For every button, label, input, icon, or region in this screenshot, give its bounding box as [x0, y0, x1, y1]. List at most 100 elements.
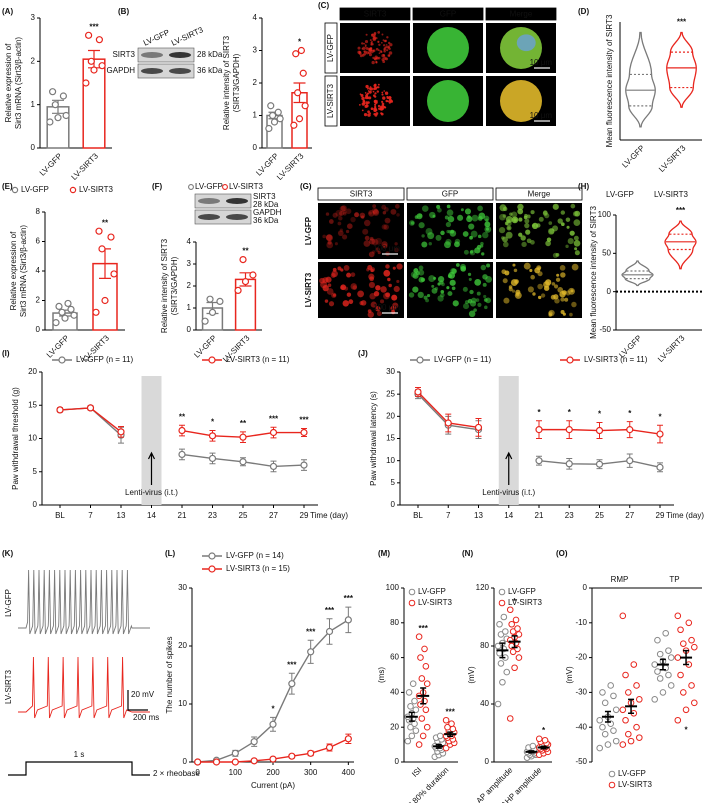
- tissue-cell: [412, 286, 419, 293]
- tissue-cell: [542, 210, 548, 215]
- tissue-cell: [350, 216, 356, 223]
- x-tick-label: 29: [300, 511, 309, 520]
- tissue-cell: [446, 204, 451, 209]
- speckle: [383, 47, 387, 50]
- tissue-cell: [437, 295, 444, 302]
- arrow: [147, 451, 156, 485]
- tissue-cell: [339, 228, 343, 232]
- data-point: [212, 758, 221, 766]
- tissue-cell: [428, 242, 432, 246]
- data-point: [54, 114, 62, 122]
- blot-band: [226, 214, 248, 220]
- tissue-cell: [556, 273, 560, 277]
- tissue-cell: [325, 234, 333, 241]
- data-point: [117, 428, 125, 436]
- speckle: [380, 51, 383, 53]
- data-point: [599, 723, 606, 731]
- tissue-cell: [382, 210, 387, 215]
- speckle: [385, 99, 388, 103]
- band-size: 36 kDa: [253, 216, 279, 225]
- speckle: [361, 109, 364, 112]
- speckle: [362, 99, 366, 103]
- speckle: [381, 93, 384, 96]
- data-point: [651, 661, 659, 668]
- row-label: LV-SIRT3: [304, 272, 313, 307]
- y-tick-label: -50: [599, 325, 611, 334]
- data-point: [208, 432, 217, 440]
- data-point: [95, 36, 104, 44]
- speckle: [381, 41, 383, 44]
- tissue-cell: [560, 272, 566, 278]
- tissue-cell: [573, 219, 581, 226]
- speckle: [369, 39, 372, 42]
- speckle: [378, 52, 381, 54]
- data-point: [59, 92, 68, 100]
- tissue-cell: [380, 286, 387, 293]
- significance: ***: [445, 707, 455, 716]
- scale-bar-label: 10 μm: [530, 111, 553, 120]
- data-point: [408, 732, 416, 740]
- speckle: [358, 51, 362, 55]
- tissue-cell: [503, 297, 510, 304]
- significance: *: [684, 725, 688, 734]
- tissue-cell: [504, 270, 510, 276]
- column-header: [485, 7, 557, 21]
- tissue-cell: [360, 215, 365, 219]
- tissue-cell: [470, 230, 478, 238]
- data-point: [344, 735, 352, 743]
- significance: **: [179, 412, 186, 421]
- column-header: [495, 187, 583, 201]
- tissue-cell: [469, 235, 473, 240]
- tissue-cell: [441, 282, 445, 287]
- legend-marker: [498, 588, 506, 596]
- data-point: [612, 706, 620, 714]
- data-point: [216, 297, 224, 305]
- column-header: [412, 7, 484, 21]
- speckle: [373, 84, 377, 88]
- legend-marker: [69, 186, 77, 194]
- data-point: [596, 744, 604, 752]
- y-axis-label: Relative intensity of SIRT3: [160, 238, 169, 333]
- tissue-cell: [425, 298, 429, 303]
- x-tick-label: 13: [474, 511, 483, 520]
- tissue-cell: [423, 295, 428, 300]
- tissue-cell: [436, 204, 441, 209]
- band-name: SIRT3: [112, 50, 135, 59]
- data-point: [250, 738, 258, 746]
- tissue-cell: [369, 293, 376, 300]
- y-tick-label: 50: [602, 248, 611, 257]
- tissue-cell: [559, 264, 566, 271]
- significance: *: [298, 38, 302, 47]
- tissue-cell: [551, 282, 556, 286]
- band-name: SIRT3: [253, 192, 276, 201]
- tissue-cell: [573, 235, 579, 241]
- tissue-cell: [477, 234, 482, 239]
- legend-marker: [408, 599, 416, 607]
- speckle: [364, 92, 367, 94]
- legend-marker: [222, 184, 228, 190]
- image-cell: [407, 262, 493, 318]
- tissue-cell: [383, 224, 389, 230]
- data-point: [444, 723, 451, 731]
- y-tick-label: 2: [187, 281, 192, 290]
- legend-label: LV-GFP: [418, 587, 446, 596]
- data-point: [682, 706, 690, 714]
- speckle: [381, 102, 385, 106]
- speckle: [374, 103, 377, 106]
- tissue-cell: [517, 208, 524, 215]
- x-tick-label: RMP: [611, 575, 629, 584]
- significance: ***: [676, 206, 686, 215]
- tissue-cell: [416, 213, 423, 220]
- tissue-cell: [480, 264, 487, 271]
- tissue-cell: [364, 235, 370, 241]
- data-point: [82, 79, 90, 87]
- significance: ***: [677, 18, 687, 27]
- tissue-cell: [505, 231, 513, 239]
- y-axis-label: Relative intensity of SIRT3: [222, 35, 231, 130]
- speckle: [382, 44, 386, 47]
- tissue-cell: [446, 209, 454, 216]
- tissue-cell: [332, 293, 336, 297]
- tissue-cell: [431, 284, 435, 288]
- data-point: [502, 628, 509, 635]
- band-size: 36 kDa: [197, 66, 223, 75]
